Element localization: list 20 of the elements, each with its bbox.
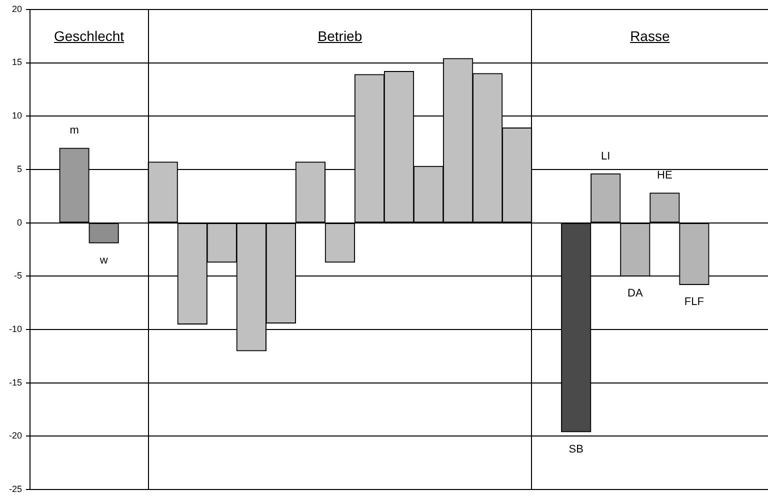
annotation: Geschlecht <box>54 28 124 44</box>
y-tick-label: -10 <box>8 324 22 334</box>
x-tick-label: m <box>70 124 79 137</box>
x-tick-label: LI <box>601 150 610 162</box>
x-tick-label: FLF <box>684 296 704 308</box>
y-tick-label: -25 <box>8 484 22 494</box>
y-tick-label: 0 <box>16 217 22 228</box>
x-tick-label: w <box>98 254 108 267</box>
y-tick-label: 5 <box>16 164 22 174</box>
y-tick-label: 10 <box>12 110 22 121</box>
annotation: Rasse <box>630 28 670 44</box>
y-tick-label: -5 <box>14 270 22 281</box>
y-tick-label: -15 <box>8 377 22 388</box>
y-tick-label: 15 <box>12 57 22 68</box>
x-tick-label: HE <box>657 169 672 182</box>
y-tick-label: -20 <box>8 430 22 441</box>
x-tick-label: DA <box>628 288 644 300</box>
x-tick-label: SB <box>568 444 584 456</box>
annotation: Betrieb <box>318 28 362 44</box>
y-tick-label: 20 <box>12 4 22 14</box>
